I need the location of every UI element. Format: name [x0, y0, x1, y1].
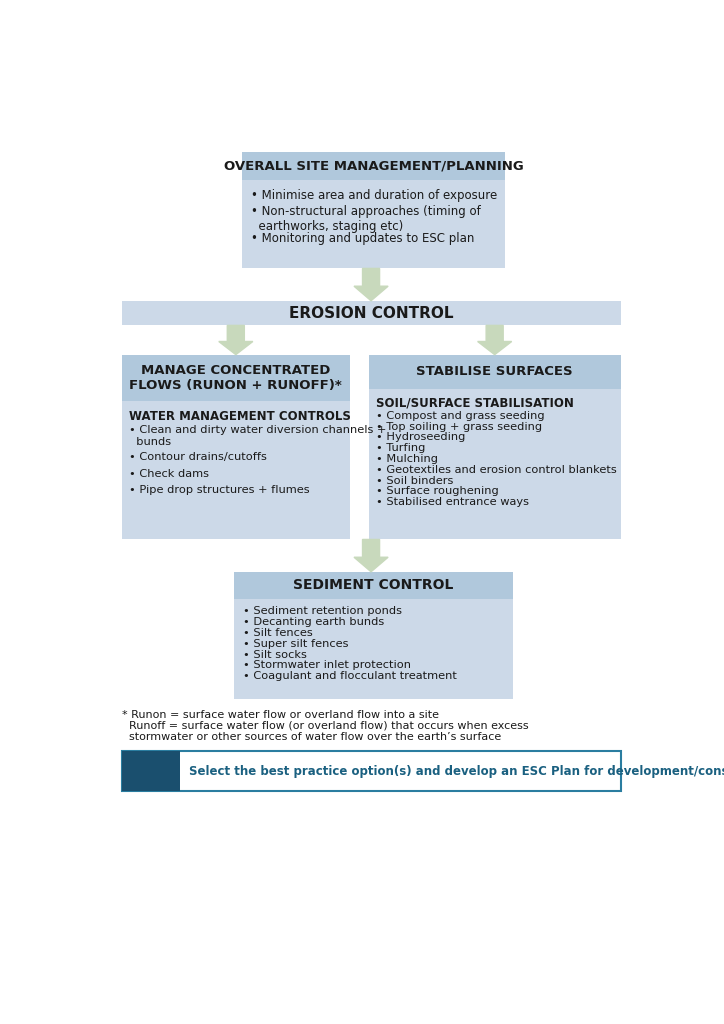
Text: • Geotextiles and erosion control blankets: • Geotextiles and erosion control blanke… — [376, 465, 618, 475]
Text: • Clean and dirty water diversion channels +
  bunds: • Clean and dirty water diversion channe… — [130, 426, 387, 447]
Polygon shape — [219, 326, 253, 354]
Text: Select the best practice option(s) and develop an ESC Plan for development/const: Select the best practice option(s) and d… — [189, 765, 724, 777]
Text: Runoff = surface water flow (or overland flow) that occurs when excess
  stormwa: Runoff = surface water flow (or overland… — [122, 721, 528, 742]
Text: • Turfing: • Turfing — [376, 443, 426, 454]
FancyBboxPatch shape — [242, 153, 505, 180]
Text: • Contour drains/cutoffs: • Contour drains/cutoffs — [130, 453, 267, 463]
Text: • Stormwater inlet protection: • Stormwater inlet protection — [243, 660, 411, 671]
Text: • Stabilised entrance ways: • Stabilised entrance ways — [376, 497, 529, 507]
Text: • Decanting earth bunds: • Decanting earth bunds — [243, 617, 384, 628]
FancyBboxPatch shape — [242, 180, 505, 268]
FancyBboxPatch shape — [369, 354, 620, 389]
FancyBboxPatch shape — [122, 301, 620, 326]
FancyBboxPatch shape — [122, 400, 350, 540]
Text: • Monitoring and updates to ESC plan: • Monitoring and updates to ESC plan — [251, 232, 474, 245]
Polygon shape — [354, 540, 388, 571]
FancyBboxPatch shape — [122, 752, 180, 792]
Text: * Runon = surface water flow or overland flow into a site: * Runon = surface water flow or overland… — [122, 710, 439, 720]
FancyBboxPatch shape — [234, 571, 513, 599]
FancyBboxPatch shape — [369, 389, 620, 540]
Text: WATER MANAGEMENT CONTROLS: WATER MANAGEMENT CONTROLS — [130, 410, 351, 423]
Text: • Non-structural approaches (timing of
  earthworks, staging etc): • Non-structural approaches (timing of e… — [251, 205, 481, 233]
Text: EROSION CONTROL: EROSION CONTROL — [289, 305, 453, 321]
Text: OVERALL SITE MANAGEMENT/PLANNING: OVERALL SITE MANAGEMENT/PLANNING — [224, 160, 523, 172]
Text: • Top soiling + grass seeding: • Top soiling + grass seeding — [376, 422, 542, 432]
Text: • Compost and grass seeding: • Compost and grass seeding — [376, 411, 545, 421]
Text: • Super silt fences: • Super silt fences — [243, 639, 349, 649]
Text: SOIL/SURFACE STABILISATION: SOIL/SURFACE STABILISATION — [376, 397, 574, 410]
Polygon shape — [478, 326, 512, 354]
Text: • Sediment retention ponds: • Sediment retention ponds — [243, 606, 402, 616]
Polygon shape — [354, 268, 388, 301]
Text: • Minimise area and duration of exposure: • Minimise area and duration of exposure — [251, 189, 497, 202]
Text: • Surface roughening: • Surface roughening — [376, 486, 500, 497]
Text: MANAGE CONCENTRATED
FLOWS (RUNON + RUNOFF)*: MANAGE CONCENTRATED FLOWS (RUNON + RUNOF… — [130, 364, 342, 392]
FancyBboxPatch shape — [122, 752, 620, 792]
Text: • Silt fences: • Silt fences — [243, 628, 313, 638]
Text: • Hydroseeding: • Hydroseeding — [376, 432, 466, 442]
FancyBboxPatch shape — [234, 599, 513, 698]
Text: • Mulching: • Mulching — [376, 454, 439, 464]
Text: • Coagulant and flocculant treatment: • Coagulant and flocculant treatment — [243, 671, 457, 681]
Text: STABILISE SURFACES: STABILISE SURFACES — [416, 366, 573, 379]
Text: • Soil binders: • Soil binders — [376, 475, 454, 485]
Text: • Silt socks: • Silt socks — [243, 649, 307, 659]
Text: • Pipe drop structures + flumes: • Pipe drop structures + flumes — [130, 484, 310, 495]
Text: • Check dams: • Check dams — [130, 469, 209, 478]
FancyBboxPatch shape — [122, 354, 350, 400]
Text: SEDIMENT CONTROL: SEDIMENT CONTROL — [293, 579, 453, 592]
